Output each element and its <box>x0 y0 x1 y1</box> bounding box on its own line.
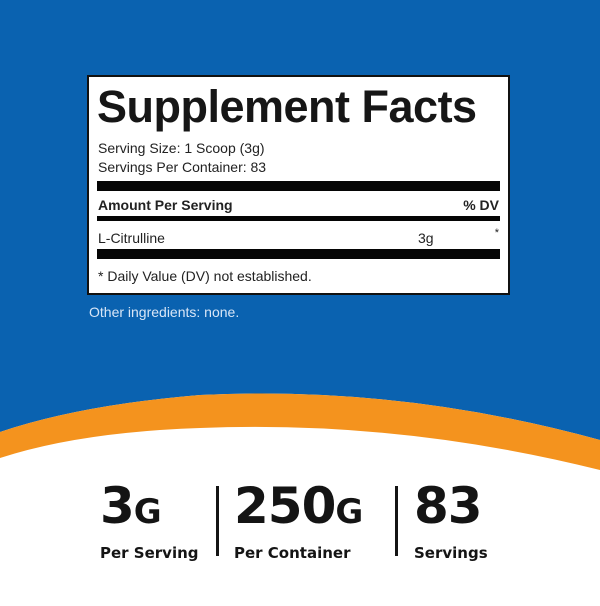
other-ingredients: Other ingredients: none. <box>89 304 240 320</box>
supplement-facts-panel: Supplement Facts Serving Size: 1 Scoop (… <box>87 75 510 295</box>
stat-per-container: 250G Per Container <box>234 477 363 562</box>
stat-value: 3 <box>100 477 135 535</box>
stat-unit: G <box>335 492 363 532</box>
divider-thick <box>97 181 500 191</box>
stat-per-serving: 3G Per Serving <box>100 478 199 562</box>
ingredient-name: L-Citrulline <box>98 230 165 246</box>
stat-divider <box>216 486 219 556</box>
orange-swoosh <box>0 393 600 470</box>
ingredient-dv: * <box>494 227 499 239</box>
facts-title: Supplement Facts <box>97 81 477 132</box>
stat-label: Per Serving <box>100 544 199 562</box>
stat-divider <box>395 486 398 556</box>
dv-header: % DV <box>463 197 499 213</box>
divider-medium <box>97 216 500 221</box>
stat-servings: 83 Servings <box>414 478 488 562</box>
stat-value: 83 <box>414 477 483 535</box>
divider-thick <box>97 249 500 259</box>
serving-size: Serving Size: 1 Scoop (3g) <box>98 140 265 156</box>
servings-per-container: Servings Per Container: 83 <box>98 159 267 175</box>
ingredient-amount: 3g <box>418 230 434 246</box>
amount-header: Amount Per Serving <box>98 197 233 213</box>
footnote: * Daily Value (DV) not established. <box>98 268 312 284</box>
stat-value: 250 <box>234 477 336 535</box>
stat-label: Servings <box>414 544 488 562</box>
stat-unit: G <box>133 492 162 532</box>
stat-label: Per Container <box>234 544 351 562</box>
